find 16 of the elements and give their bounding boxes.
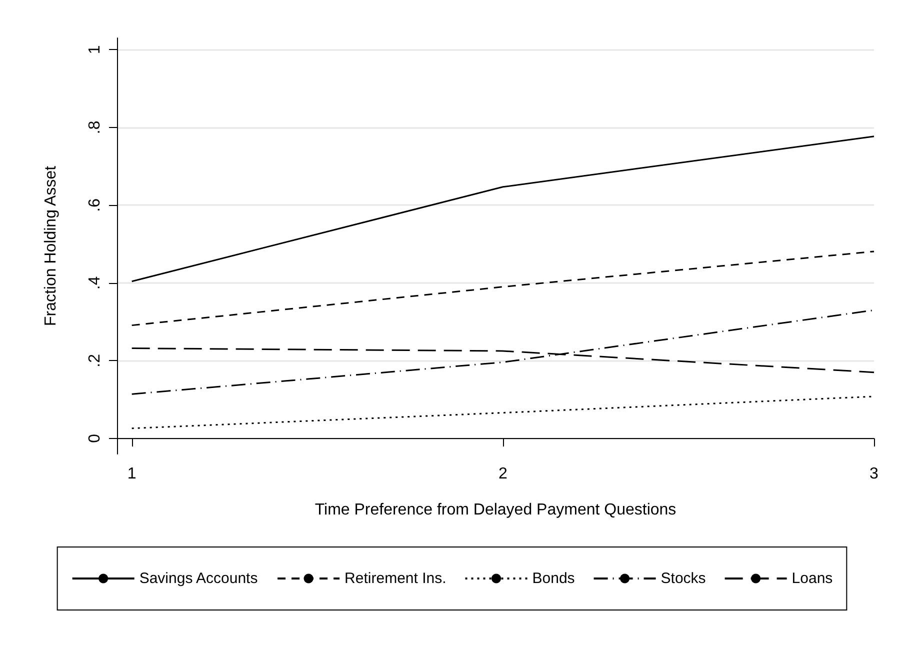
- legend-label: Bonds: [532, 570, 575, 587]
- y-tick-label: 1: [86, 45, 104, 54]
- x-tick-label: 2: [498, 466, 508, 482]
- y-tick-label: .8: [86, 120, 104, 134]
- y-tick-label: .2: [86, 354, 104, 368]
- legend-label: Stocks: [660, 570, 706, 587]
- legend-label: Retirement Ins.: [344, 570, 446, 587]
- y-axis-title: Fraction Holding Asset: [42, 165, 60, 326]
- y-tick-label: .6: [86, 198, 104, 212]
- legend-label: Loans: [792, 570, 833, 587]
- y-tick-label: .4: [86, 276, 104, 290]
- legend-label: Savings Accounts: [139, 570, 258, 587]
- x-axis-title: Time Preference from Delayed Payment Questions: [314, 502, 676, 518]
- y-tick-label: 0: [86, 434, 104, 443]
- x-tick-label: 1: [127, 466, 136, 482]
- x-tick-label: 3: [870, 466, 879, 482]
